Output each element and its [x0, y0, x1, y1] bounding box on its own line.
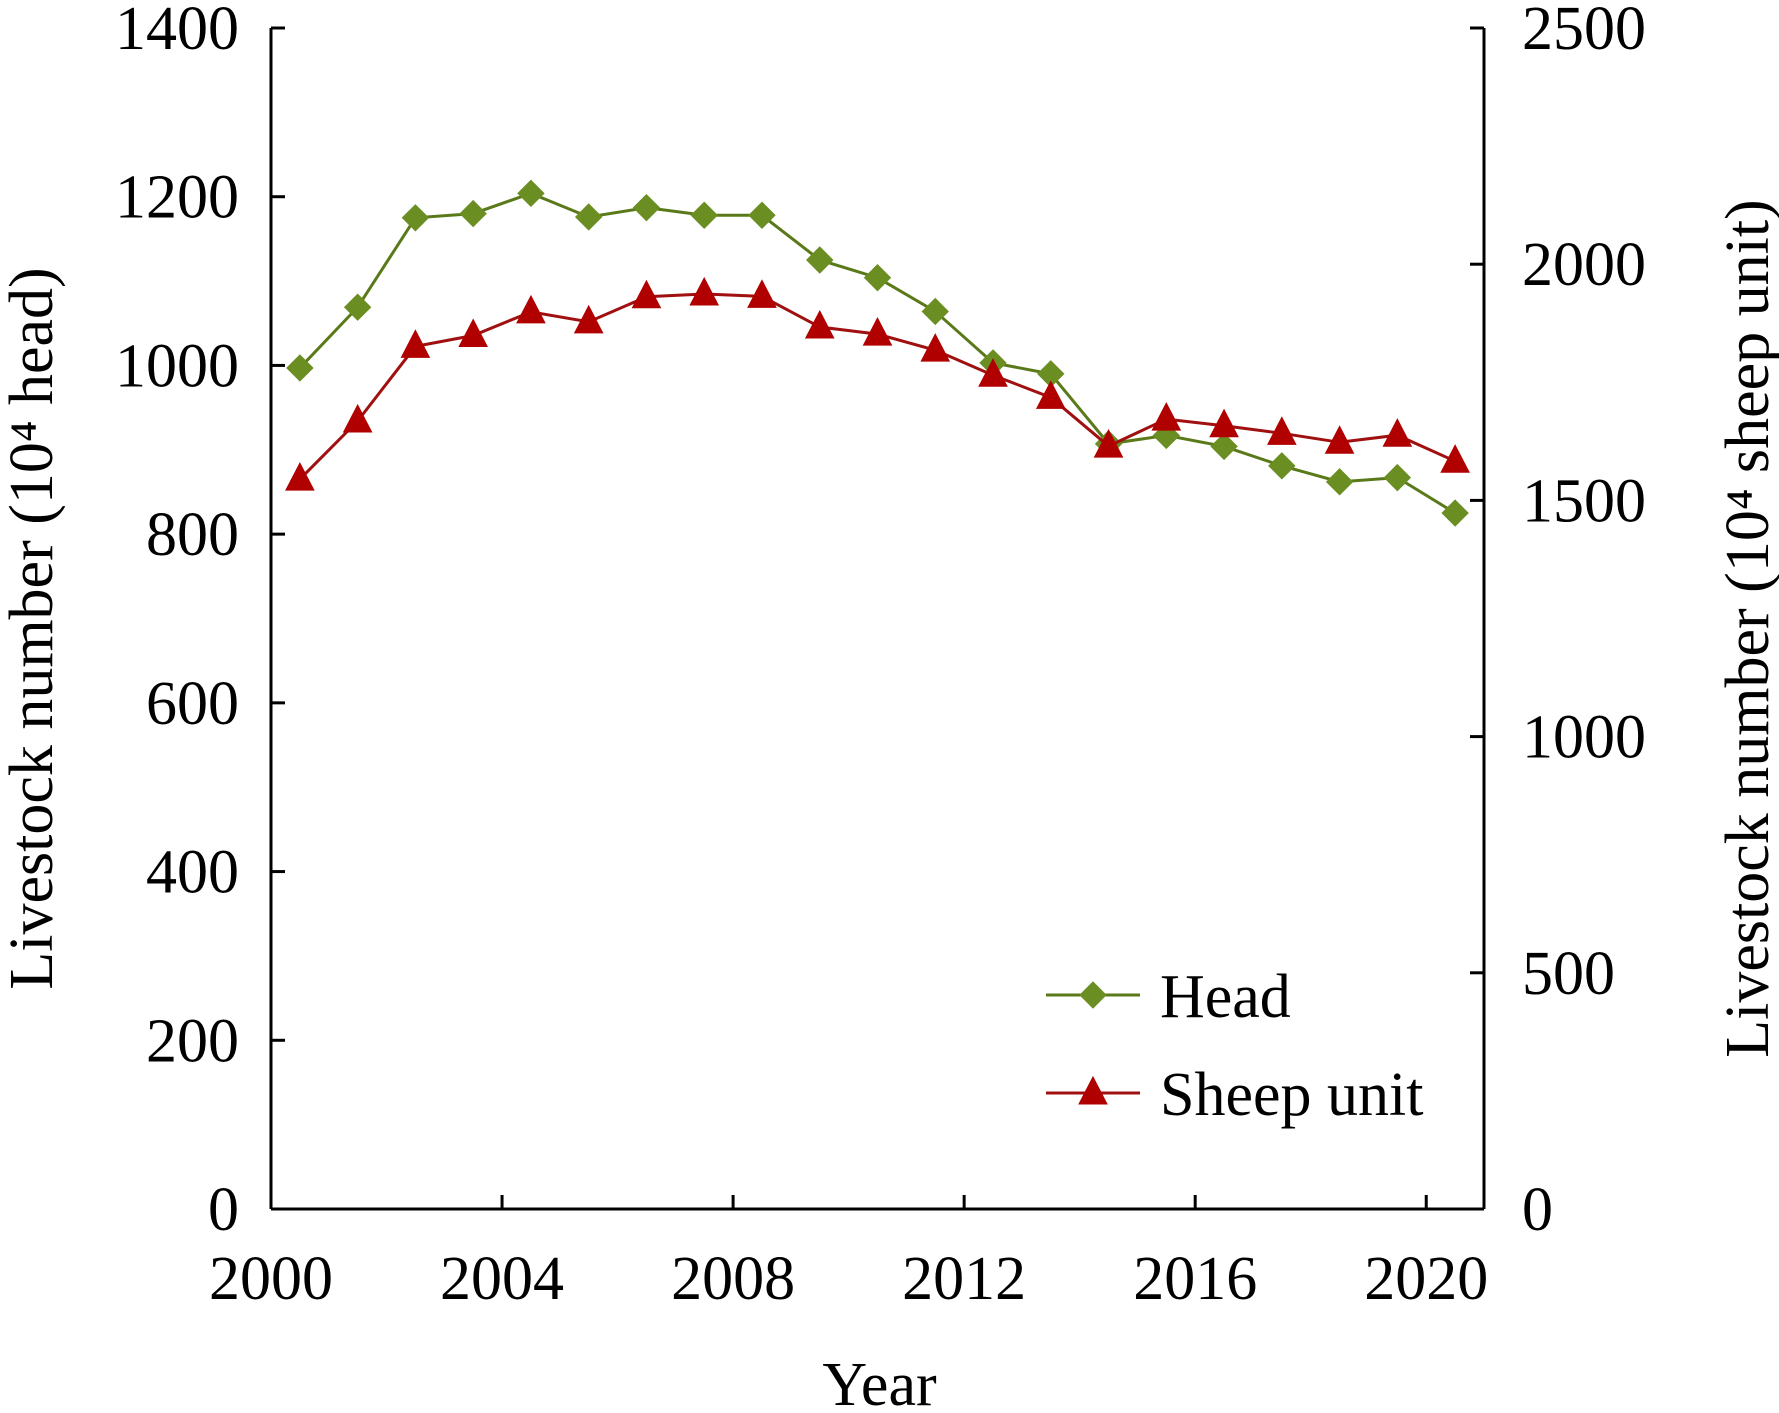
data-point — [1209, 408, 1239, 438]
data-point — [459, 199, 487, 228]
right-y-tick-label: 500 — [1522, 940, 1615, 1008]
data-point — [343, 293, 372, 321]
data-point — [1383, 463, 1412, 492]
left-y-tick-label: 1200 — [115, 164, 239, 232]
data-point — [1268, 452, 1296, 480]
x-tick-label: 2012 — [902, 1245, 1026, 1313]
data-point — [573, 304, 604, 334]
right-y-tick-label: 1500 — [1522, 467, 1646, 535]
data-point — [863, 263, 892, 292]
x-axis-title: Year — [822, 1351, 937, 1413]
data-point — [978, 358, 1008, 387]
right-y-tick-label: 1000 — [1522, 704, 1646, 772]
left-y-axis-title: Livestock number (10⁴ head) — [0, 267, 66, 989]
data-point — [862, 317, 893, 346]
data-point — [806, 246, 834, 274]
left-y-tick-label: 200 — [146, 1007, 239, 1075]
left-y-tick-label: 1400 — [115, 0, 239, 63]
data-point — [400, 329, 431, 358]
data-point — [920, 333, 951, 362]
data-point — [574, 203, 603, 231]
left-y-tick-label: 0 — [208, 1176, 239, 1244]
x-tick-label: 2016 — [1133, 1245, 1257, 1313]
data-point — [1440, 444, 1470, 473]
left-y-tick-label: 1000 — [115, 332, 239, 400]
axes — [269, 28, 1486, 1211]
data-point — [1267, 416, 1297, 445]
data-point — [631, 279, 662, 309]
data-point — [1324, 425, 1355, 454]
data-point — [748, 201, 776, 229]
right-y-axis-title: Livestock number (10⁴ sheep unit) — [1714, 199, 1779, 1057]
data-point — [747, 279, 777, 308]
data-point — [342, 403, 373, 433]
x-tick-label: 2008 — [671, 1245, 795, 1313]
data-point — [1210, 432, 1238, 461]
data-point — [689, 276, 720, 306]
legend: Head Sheep unit — [1046, 963, 1423, 1129]
right-y-tick-label: 0 — [1522, 1176, 1553, 1244]
data-point — [401, 204, 430, 232]
x-tick-label: 2000 — [209, 1245, 333, 1313]
data-point — [1441, 499, 1469, 527]
data-point — [690, 201, 718, 229]
data-point — [286, 354, 314, 382]
left-y-tick-label: 800 — [146, 501, 239, 569]
data-point — [458, 318, 488, 348]
ticks: 0 200 400 600 800 1000 1200 1400 0 500 1000 1500 200… — [115, 0, 1646, 1313]
data-point — [1382, 418, 1413, 447]
data-point — [516, 294, 546, 324]
data-point — [1151, 402, 1182, 431]
series-layer — [285, 179, 1470, 527]
left-y-tick-label: 600 — [146, 670, 239, 738]
data-point — [1093, 428, 1124, 458]
data-point — [285, 462, 315, 491]
legend-marker — [1078, 1075, 1108, 1105]
right-y-tick-label: 2000 — [1522, 231, 1646, 299]
data-point — [1325, 468, 1354, 496]
x-tick-label: 2020 — [1364, 1245, 1488, 1313]
data-point — [632, 193, 661, 222]
data-point — [1035, 380, 1066, 409]
legend-marker — [1079, 981, 1107, 1009]
series-head — [286, 179, 1469, 527]
data-point — [804, 309, 835, 339]
left-y-tick-label: 400 — [146, 839, 239, 907]
data-point — [517, 179, 545, 208]
legend-item: Sheep unit — [1046, 1061, 1423, 1129]
legend-label: Sheep unit — [1160, 1061, 1423, 1129]
legend-label: Head — [1160, 963, 1291, 1031]
x-tick-label: 2004 — [440, 1245, 564, 1313]
data-point — [921, 297, 949, 326]
legend-item: Head — [1046, 963, 1291, 1031]
series-sheep-unit — [285, 276, 1470, 491]
right-y-tick-label: 2500 — [1522, 0, 1646, 63]
